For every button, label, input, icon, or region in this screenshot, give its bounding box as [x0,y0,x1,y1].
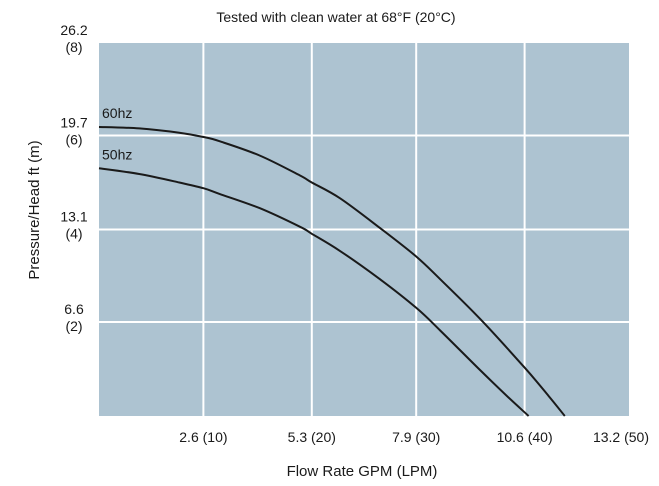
series-label-50hz: 50hz [102,146,132,162]
x-tick-label-1: 5.3 (20) [288,429,336,445]
x-axis-title: Flow Rate GPM (LPM) [287,463,438,480]
chart-title: Tested with clean water at 68°F (20°C) [216,9,455,25]
grid-lines [99,43,629,416]
y-tick-sublabel-1: (6) [65,132,82,148]
x-tick-label-4: 13.2 (50) [593,429,649,445]
series-layer: 60hz 50hz [98,105,566,417]
x-tick-label-0: 2.6 (10) [179,429,227,445]
x-tick-label-2: 7.9 (30) [392,429,440,445]
x-axis-ticks: 2.6 (10) 5.3 (20) 7.9 (30) 10.6 (40) 13.2 (5… [179,429,649,445]
y-axis-ticks: 26.2(8) 19.7(6) 13.1(4) 6.6(2) [60,22,87,334]
y-tick-label-1: 19.7 [60,115,87,131]
series-label-60hz: 60hz [102,105,132,121]
y-tick-label-0: 26.2 [60,22,87,38]
series-line-50hz [98,167,530,417]
y-tick-sublabel-0: (8) [65,39,82,55]
y-tick-label-3: 6.6 [64,301,84,317]
y-tick-sublabel-3: (2) [65,318,82,334]
x-tick-label-3: 10.6 (40) [497,429,553,445]
series-line-60hz [98,126,566,417]
y-axis-title: Pressure/Head ft (m) [26,140,43,279]
y-tick-label-2: 13.1 [60,209,87,225]
y-tick-sublabel-2: (4) [65,226,82,242]
